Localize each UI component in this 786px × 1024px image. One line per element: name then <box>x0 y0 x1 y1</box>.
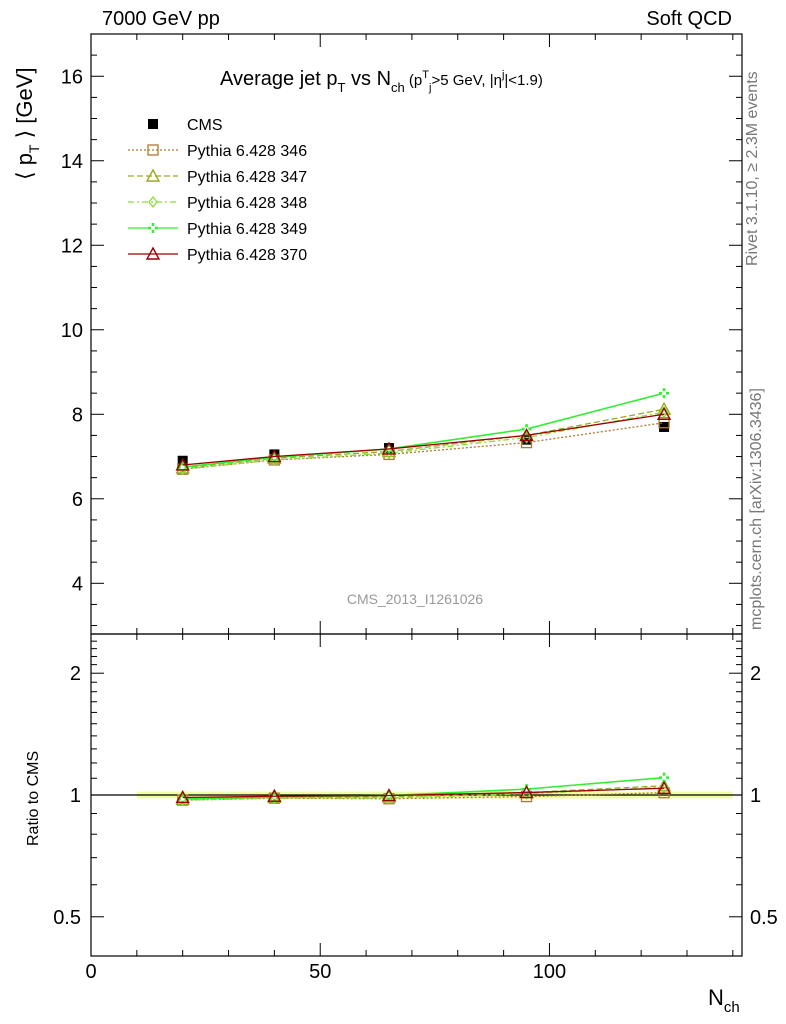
ratio-point-p370 <box>656 780 672 794</box>
ratio-ytick-label-right: 0.5 <box>750 907 778 929</box>
legend-marker-cms <box>148 119 158 129</box>
legend-marker-p346 <box>147 144 159 156</box>
xtick-label: 50 <box>309 961 331 983</box>
legend-marker-p347 <box>145 168 161 182</box>
main-ytick-label: 6 <box>72 489 83 511</box>
legend-label-p349: Pythia 6.428 349 <box>187 221 307 238</box>
xtick-label: 0 <box>85 961 96 983</box>
main-point-p349-center <box>180 465 185 470</box>
main-line-p370 <box>182 413 665 466</box>
main-point-p370 <box>656 406 672 420</box>
ratio-point-p370 <box>267 788 282 802</box>
main-ytick-label: 8 <box>72 404 83 426</box>
legend-label-p346: Pythia 6.428 346 <box>187 143 307 160</box>
main-line-p349 <box>182 392 665 468</box>
main-point-p370 <box>267 449 282 463</box>
ratio-axis-ticks: 0.5 0.5 1 1 2 2 0 50 100 <box>53 634 778 983</box>
ratio-ytick-label-left: 2 <box>70 663 81 685</box>
main-ylabel: ⟨ pT ⟩ [GeV] <box>12 67 42 180</box>
ratio-point-p370 <box>175 790 190 804</box>
xtick-label: 100 <box>533 961 566 983</box>
main-point-p347 <box>656 401 672 415</box>
ratio-ytick-label-left: 0.5 <box>53 907 81 929</box>
ratio-series <box>175 772 672 807</box>
legend-label-cms: CMS <box>187 117 223 134</box>
main-ytick-label: 10 <box>61 320 83 342</box>
ratio-ytick-label-left: 1 <box>70 785 81 807</box>
main-point-p348 <box>659 406 669 419</box>
header-right: Soft QCD <box>646 8 732 30</box>
main-point-cms <box>521 434 532 445</box>
ratio-ytick-label-right: 1 <box>750 785 761 807</box>
main-point-p370 <box>519 427 534 442</box>
ratio-ytick-label-right: 2 <box>750 663 761 685</box>
legend-marker-p370 <box>145 246 161 260</box>
main-point-p348 <box>384 447 394 460</box>
main-point-p349-center <box>662 391 667 396</box>
ratio-ylabel: Ratio to CMS <box>25 751 42 846</box>
ratio-point-p370 <box>381 788 397 802</box>
main-point-p370 <box>381 441 397 455</box>
main-point-cms <box>659 421 670 432</box>
ratio-line-p370 <box>182 787 665 799</box>
ratio-point-p348 <box>659 781 669 794</box>
ratio-line-p347 <box>182 785 665 801</box>
legend-label-p347: Pythia 6.428 347 <box>187 169 307 186</box>
legend-marker-p349-center <box>151 226 155 230</box>
main-point-p370 <box>175 457 190 471</box>
x-axis-label: Nch <box>708 985 740 1016</box>
main-ytick-label: 12 <box>61 235 83 257</box>
chart-title: Average jet pT vs Nch (pTj>5 GeV, |ηj|<1… <box>220 68 543 95</box>
ratio-point-p370 <box>519 785 534 799</box>
main-ytick-label: 4 <box>72 573 83 595</box>
analysis-watermark: CMS_2013_I1261026 <box>347 591 483 607</box>
main-ytick-label: 16 <box>61 66 83 88</box>
main-axis-ticks: 4 6 8 10 12 14 16 <box>61 33 742 634</box>
legend: CMS Pythia 6.428 346 Pythia 6.428 347 Pythi… <box>128 117 307 264</box>
legend-label-p370: Pythia 6.428 370 <box>187 247 307 264</box>
header-left: 7000 GeV pp <box>102 8 220 30</box>
main-ytick-label: 14 <box>61 151 83 173</box>
legend-label-p348: Pythia 6.428 348 <box>187 195 307 212</box>
main-series <box>175 388 672 476</box>
legend-marker-p348 <box>148 195 158 209</box>
ratio-point-p349-center <box>662 775 667 780</box>
